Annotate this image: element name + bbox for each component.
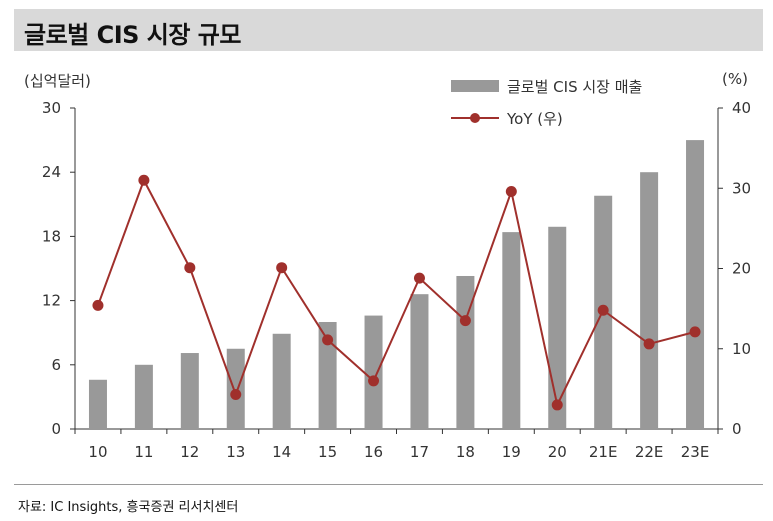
right-tick-label: 10	[732, 340, 751, 358]
x-tick-label: 20	[548, 443, 567, 461]
bar	[548, 226, 567, 429]
yoy-point	[230, 388, 242, 400]
right-tick-label: 20	[732, 260, 751, 278]
legend-line-label: YoY (우)	[506, 110, 563, 128]
yoy-point	[597, 304, 609, 316]
bar	[686, 140, 705, 429]
bar	[364, 315, 383, 429]
left-tick-label: 6	[51, 356, 61, 374]
bar	[88, 379, 107, 429]
x-tick-label: 17	[410, 443, 429, 461]
legend-bar-swatch	[451, 80, 499, 92]
right-tick-label: 0	[732, 420, 742, 438]
yoy-point	[643, 338, 655, 350]
yoy-point	[459, 315, 471, 327]
bar	[180, 353, 199, 429]
title-bar: 글로벌 CIS 시장 규모	[14, 9, 763, 51]
bar	[226, 348, 245, 429]
left-tick-label: 12	[42, 292, 61, 310]
left-tick-label: 30	[42, 99, 61, 117]
yoy-point	[505, 185, 517, 197]
bar	[456, 275, 475, 429]
yoy-point	[551, 399, 563, 411]
x-tick-label: 22E	[635, 443, 664, 461]
x-tick-label: 21E	[589, 443, 618, 461]
x-tick-label: 18	[456, 443, 475, 461]
x-tick-label: 19	[502, 443, 521, 461]
yoy-line	[97, 177, 696, 408]
x-tick-label: 16	[364, 443, 383, 461]
left-tick-label: 0	[51, 420, 61, 438]
yoy-point	[368, 375, 380, 387]
left-tick-label: 18	[42, 227, 61, 245]
bar	[410, 294, 429, 429]
x-tick-label: 15	[318, 443, 337, 461]
cis-market-chart: 0 6 12 18 24 30 0 10 20 30 40 10 11 12 13 14 15 16 17 18 19 2…	[42, 78, 751, 461]
yoy-point	[689, 326, 701, 338]
x-tick-label: 13	[226, 443, 245, 461]
yoy-point	[322, 334, 334, 346]
yoy-point	[184, 262, 196, 274]
right-tick-label: 30	[732, 179, 751, 197]
legend-bar-label: 글로벌 CIS 시장 매출	[507, 78, 642, 96]
legend: 글로벌 CIS 시장 매출 YoY (우)	[451, 78, 642, 128]
chart-axes: 0 6 12 18 24 30 0 10 20 30 40 10 11 12 13 14 15 16 17 18 19 2…	[42, 99, 751, 461]
bar	[502, 232, 521, 429]
x-tick-label: 14	[272, 443, 291, 461]
x-tick-label: 12	[180, 443, 199, 461]
x-tick-label: 23E	[681, 443, 710, 461]
yoy-point	[276, 262, 288, 274]
bar	[272, 333, 291, 429]
yoy-point	[138, 174, 150, 186]
x-tick-label: 11	[134, 443, 153, 461]
right-axis-unit-label: (%)	[722, 70, 748, 88]
bar-series	[88, 140, 705, 429]
bar	[640, 172, 659, 429]
yoy-point	[413, 272, 425, 284]
right-tick-label: 40	[732, 99, 751, 117]
bar	[318, 322, 337, 429]
source-divider	[14, 484, 763, 485]
line-series	[92, 174, 701, 411]
left-tick-label: 24	[42, 163, 61, 181]
bar	[134, 364, 153, 429]
page-title: 글로벌 CIS 시장 규모	[24, 21, 241, 49]
legend-line-marker	[470, 113, 480, 123]
left-axis-unit-label: (십억달러)	[24, 72, 91, 90]
yoy-point	[92, 299, 104, 311]
x-tick-label: 10	[88, 443, 107, 461]
source-note: 자료: IC Insights, 흥국증권 리서치센터	[18, 500, 239, 515]
